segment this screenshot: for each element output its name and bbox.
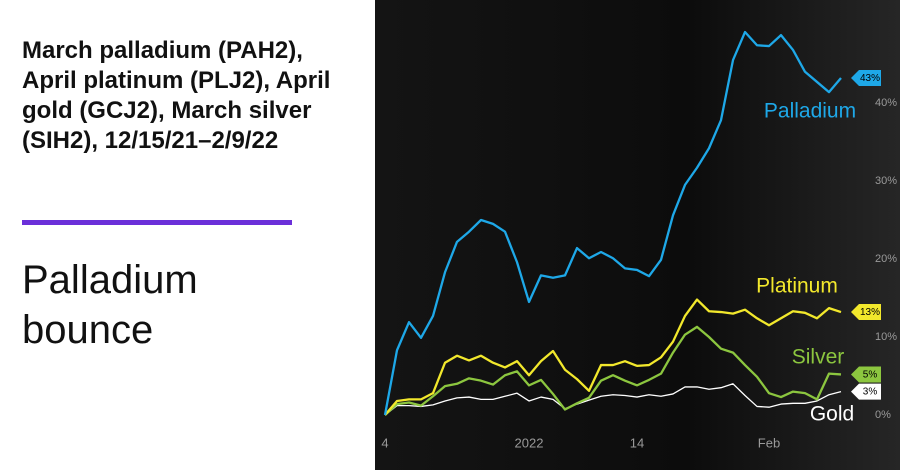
x-tick-label: 14 bbox=[630, 435, 644, 450]
end-badge bbox=[851, 366, 881, 383]
x-tick-label: 2022 bbox=[515, 435, 544, 450]
end-badge bbox=[851, 304, 881, 321]
end-label: 43% bbox=[860, 73, 880, 84]
y-tick-label: 20% bbox=[875, 253, 897, 265]
y-tick-label: 10% bbox=[875, 331, 897, 343]
series-name: Platinum bbox=[756, 275, 838, 298]
end-badge bbox=[851, 383, 881, 400]
chart-background bbox=[375, 0, 900, 470]
end-badge bbox=[851, 70, 881, 87]
end-label: 13% bbox=[860, 307, 880, 318]
x-tick-label: Feb bbox=[758, 435, 780, 450]
series-name: Silver bbox=[792, 346, 845, 369]
x-tick-label: 4 bbox=[381, 435, 388, 450]
series-name: Palladium bbox=[764, 100, 856, 123]
end-label: 3% bbox=[863, 387, 878, 398]
series-line bbox=[383, 30, 842, 416]
chart: 0% 10% 20% 30% 40% 4 2022 14 Feb 3% Gold 5% Silver 13… bbox=[375, 0, 900, 470]
end-label: 5% bbox=[863, 370, 878, 381]
y-tick-label: 40% bbox=[875, 97, 897, 109]
series-line bbox=[384, 383, 842, 416]
text-panel: March palladium (PAH2), April platinum (… bbox=[0, 0, 375, 470]
series-line bbox=[384, 298, 842, 416]
chart-title: March palladium (PAH2), April platinum (… bbox=[22, 37, 331, 154]
y-tick-label: 0% bbox=[875, 409, 891, 421]
series-name: Gold bbox=[810, 403, 854, 426]
chart-subtitle: Palladium bounce bbox=[22, 258, 198, 352]
series-line bbox=[384, 325, 842, 416]
y-tick-label: 30% bbox=[875, 175, 897, 187]
divider bbox=[22, 220, 292, 225]
